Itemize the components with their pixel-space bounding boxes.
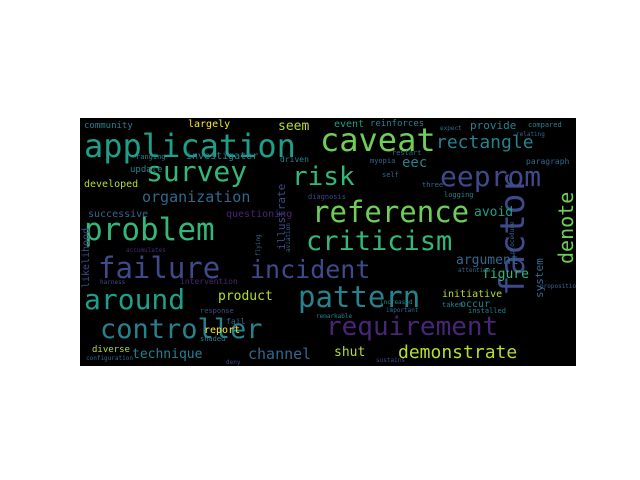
word-reinforces: reinforces: [370, 119, 425, 129]
word-proposition: proposition: [540, 283, 576, 290]
word-restart: restart: [392, 149, 422, 157]
word-expect: expect: [440, 125, 462, 132]
word-three: three: [422, 181, 444, 189]
word-procedure: procedure: [509, 221, 516, 254]
word-caveat: caveat: [320, 121, 436, 159]
word-channel: channel: [248, 345, 312, 363]
word-report: report: [204, 325, 241, 336]
word-important: important: [386, 307, 419, 314]
word-developed: developed: [84, 179, 139, 190]
word-harness: harness: [100, 279, 126, 286]
word-seem: seem: [278, 119, 310, 134]
word-product: product: [218, 289, 273, 304]
word-response: response: [200, 307, 234, 315]
word-community: community: [84, 121, 133, 131]
word-criticism: criticism: [306, 226, 453, 257]
word-rectangle: rectangle: [436, 132, 534, 153]
word-ranging: ranging: [136, 153, 166, 161]
word-flying: flying: [255, 234, 262, 256]
word-provide: provide: [470, 119, 517, 132]
word-failure: failure: [98, 251, 221, 285]
word-incident: incident: [250, 255, 371, 284]
word-cloud: failure incident application caveat fact…: [80, 118, 576, 366]
word-taken: taken: [442, 301, 464, 309]
word-update: update: [130, 165, 163, 175]
word-application: application: [84, 127, 296, 165]
word-pattern: pattern: [298, 280, 421, 314]
word-diverse: diverse: [92, 345, 130, 355]
word-remarkable: remarkable: [316, 313, 353, 320]
word-problem: problem: [84, 212, 215, 248]
word-reference: reference: [312, 195, 470, 229]
word-technique: technique: [132, 347, 203, 362]
word-aviation: aviation: [285, 223, 292, 252]
word-largely: largely: [188, 119, 231, 130]
word-relating: relating: [516, 131, 545, 138]
word-requirement: requirement: [326, 312, 499, 342]
word-avoid: avoid: [474, 205, 514, 220]
word-eec: eec: [402, 155, 428, 171]
word-eeprom: eeprom: [440, 160, 542, 193]
word-increased: increased: [380, 299, 413, 306]
word-accumulates: accumulates: [126, 247, 166, 254]
word-self: self: [382, 171, 399, 179]
word-survey: survey: [146, 155, 248, 188]
word-shut: shut: [334, 345, 366, 360]
word-event: event: [334, 119, 365, 130]
word-organization: organization: [142, 188, 251, 206]
word-deny: deny: [226, 359, 241, 366]
word-questioning: questioning: [226, 209, 293, 220]
word-occur: occur: [460, 299, 491, 310]
word-figure: figure: [482, 267, 529, 282]
word-configuration: configuration: [86, 355, 133, 362]
word-logging: logging: [444, 191, 474, 199]
word-sustains: sustains: [376, 357, 405, 364]
word-likelihood: likelihood: [81, 227, 92, 288]
word-successive: successive: [88, 209, 149, 220]
word-diagnosis: diagnosis: [308, 193, 346, 201]
word-initiative: initiative: [442, 289, 503, 300]
word-controller: controller: [100, 314, 263, 345]
word-intervention: intervention: [180, 277, 238, 286]
word-installed: installed: [468, 307, 506, 315]
word-myopia: myopia: [370, 157, 396, 165]
word-argument: argument: [456, 253, 519, 268]
word-system: system: [533, 258, 546, 298]
word-attention: attention: [458, 267, 491, 274]
word-paragraph: paragraph: [526, 157, 570, 166]
word-demonstrate: demonstrate: [398, 342, 518, 363]
word-shaded: shaded: [200, 335, 226, 343]
word-around: around: [84, 283, 186, 316]
word-risk: risk: [292, 162, 355, 192]
word-investigator: investigator: [186, 151, 259, 162]
word-driven: driven: [280, 155, 309, 164]
word-compared: compared: [528, 121, 562, 129]
word-fail: fail: [226, 317, 246, 326]
word-denote: denote: [554, 191, 576, 264]
